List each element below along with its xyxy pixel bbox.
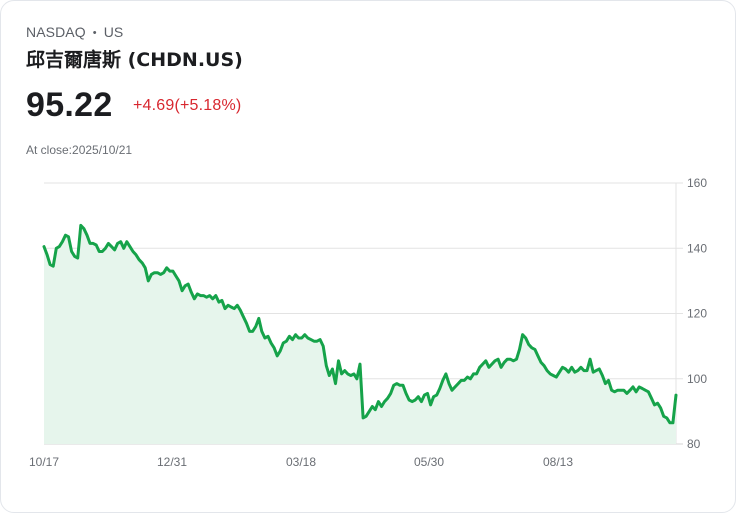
- x-tick-label: 03/18: [286, 455, 316, 469]
- chart-area-fill: [44, 225, 676, 444]
- close-timestamp: At close:2025/10/21: [26, 143, 133, 157]
- x-tick-label: 12/31: [157, 455, 187, 469]
- exchange-label: NASDAQ: [26, 24, 86, 40]
- separator-dot: •: [92, 27, 97, 39]
- exchange-line: NASDAQ • US: [26, 24, 123, 40]
- x-tick-label: 08/13: [543, 455, 573, 469]
- y-tick-label: 140: [687, 241, 707, 255]
- x-tick-label: 10/17: [29, 455, 59, 469]
- y-tick-label: 160: [687, 176, 707, 190]
- stock-title: 邱吉爾唐斯 (CHDN.US): [26, 49, 243, 71]
- price-change: +4.69(+5.18%): [133, 97, 242, 114]
- y-axis-labels: 80 100 120 140 160: [687, 176, 707, 451]
- current-price: 95.22: [26, 86, 113, 124]
- x-tick-label: 05/30: [414, 455, 444, 469]
- x-axis-labels: 10/17 12/31 03/18 05/30 08/13: [29, 455, 573, 469]
- y-tick-label: 120: [687, 307, 707, 321]
- y-tick-label: 100: [687, 372, 707, 386]
- chart-price-line: [42, 223, 678, 425]
- y-tick-label: 80: [687, 437, 701, 451]
- market-label: US: [103, 24, 124, 40]
